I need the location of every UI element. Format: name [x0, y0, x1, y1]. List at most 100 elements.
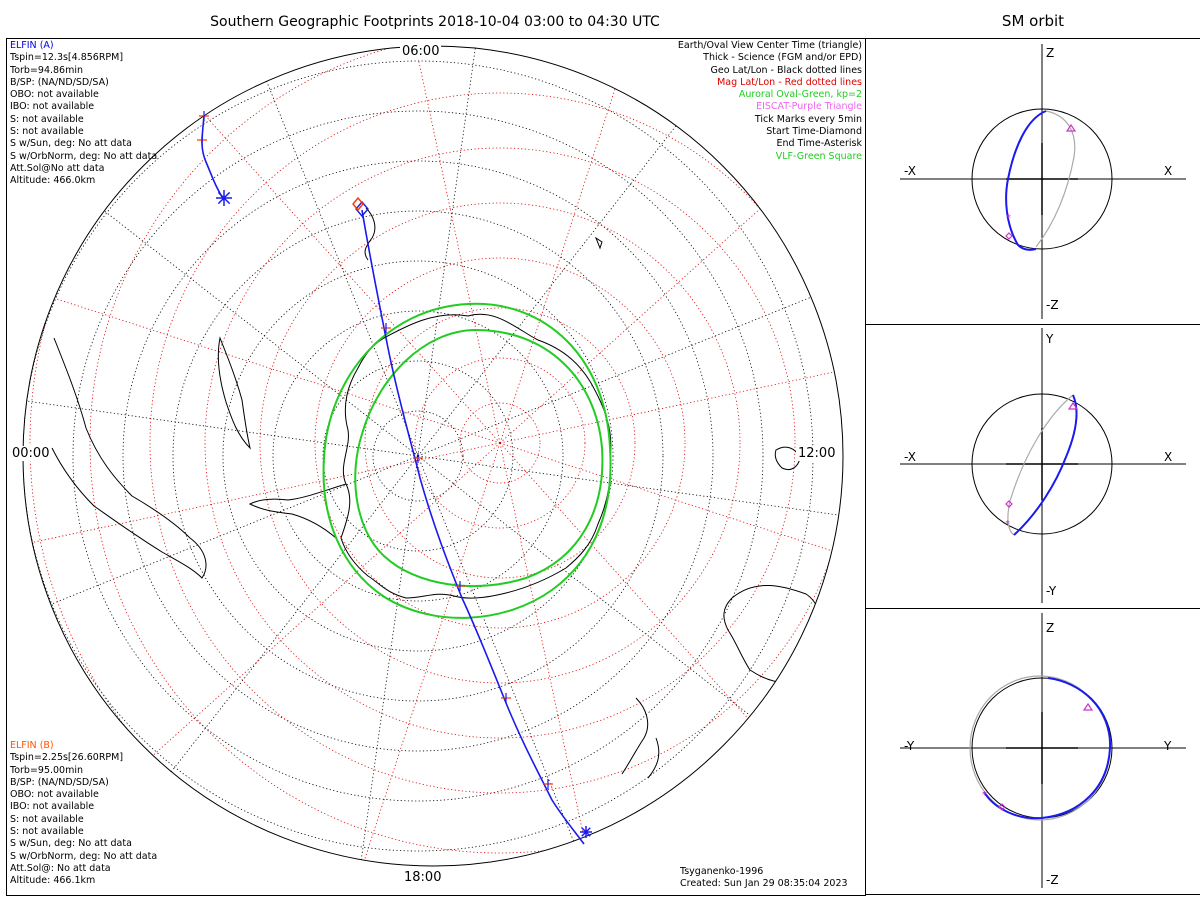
spacecraft-a-line: S w/Sun, deg: No att data [10, 138, 132, 150]
coastline-antarctica [340, 313, 612, 599]
legend-entry: VLF-Green Square [775, 150, 862, 162]
mag-longitude-line [499, 442, 843, 598]
spacecraft-b-line: S w/OrbNorm, deg: No att data [10, 850, 158, 862]
clock-label-left: 00:00 [10, 446, 52, 461]
orbit-xy-bottom: -Y [1046, 584, 1057, 598]
mag-longitude-line [395, 46, 501, 444]
mag-longitude-line [345, 442, 501, 866]
orbit-xy-right: X [1164, 450, 1172, 464]
coastline-new-zealand-2 [647, 737, 660, 779]
mag-longitude-line [24, 288, 501, 444]
geo-longitude-line [417, 455, 758, 722]
spacecraft-b-line: IBO: not available [10, 801, 95, 813]
geo-latitude-circle [222, 260, 614, 652]
coastline-island-2 [660, 835, 672, 847]
mag-longitude-line [499, 46, 655, 444]
mag-longitude-line [165, 71, 501, 444]
coastline-peninsula [248, 483, 347, 539]
svg-text:*: * [1006, 213, 1011, 224]
orbit-xz-right: X [1164, 164, 1172, 178]
spacecraft-a-line: OBO: not available [10, 89, 99, 101]
spacecraft-b-line: Tspin=2.25s[26.60RPM] [10, 752, 124, 764]
geo-longitude-line [152, 455, 419, 796]
clock-label-bottom: 18:00 [402, 870, 444, 885]
geo-latitude-circle [172, 210, 664, 702]
spacecraft-b-line: S w/Sun, deg: No att data [10, 838, 132, 850]
spacecraft-a-line: B/SP: (NA/ND/SD/SA) [10, 76, 109, 88]
orbit-b-xz [1035, 110, 1076, 248]
spacecraft-a-line: Altitude: 466.0km [10, 175, 96, 187]
spacecraft-a-line: S: not available [10, 113, 84, 125]
end-asterisk-a [217, 191, 231, 205]
coastline-australia [723, 585, 822, 683]
orbit-xz-top: Z [1046, 46, 1054, 60]
coastline-tasmania [774, 446, 801, 471]
spacecraft-a-line: Tspin=12.3s[4.856RPM] [10, 52, 124, 64]
coastline-island-1 [594, 236, 603, 250]
geo-latitude-circle [322, 360, 514, 552]
orbit-a-xz [1005, 110, 1047, 251]
geo-longitude-line [23, 395, 419, 457]
geo-longitude-line [256, 57, 419, 457]
mag-longitude-line [499, 108, 843, 444]
side-title: SM orbit [1001, 12, 1065, 30]
coastline-africa [364, 207, 376, 261]
legend-entry: EISCAT-Purple Triangle [756, 101, 862, 113]
geo-longitude-line [357, 455, 419, 866]
orbit-yz-top: Z [1046, 621, 1054, 635]
orbit-xz-bottom: -Z [1046, 298, 1059, 312]
legend-entry: End Time-Asterisk [776, 138, 862, 150]
geo-latitude-circle [72, 110, 764, 802]
legend-entry: Mag Lat/Lon - Red dotted lines [717, 76, 862, 88]
spacecraft-b-lines: Tspin=2.25s[26.60RPM] Torb=95.00min B/SP: … [10, 752, 157, 887]
mag-longitude-line [499, 442, 835, 815]
spacecraft-b-name: ELFIN (B) [10, 740, 54, 751]
orbit-yz-bottom: -Z [1046, 873, 1059, 887]
orbit-panel-xz: * Z -Z -X X [865, 38, 1200, 325]
legend-entry: Auroral Oval-Green, kp=2 [738, 89, 862, 101]
spacecraft-b-line: OBO: not available [10, 789, 99, 801]
spacecraft-b-line: Att.Sol@: No att data [10, 862, 111, 874]
track-a-segment-1 [201, 115, 225, 201]
created-label: Created: Sun Jan 29 08:35:04 2023 [680, 878, 848, 889]
spacecraft-a-line: S: not available [10, 126, 84, 138]
coastlines [51, 207, 822, 847]
main-title: Southern Geographic Footprints 2018-10-0… [210, 14, 660, 30]
mag-latitude-circle [149, 92, 843, 794]
spacecraft-b-line: S: not available [10, 813, 84, 825]
spacecraft-a-line: S w/OrbNorm, deg: No att data [10, 150, 158, 162]
geo-longitude-line [417, 294, 817, 457]
svg-text:*: * [982, 790, 987, 801]
mag-latitude-circle [204, 147, 796, 739]
orbit-b-xy [1007, 394, 1074, 536]
start-diamond-b [352, 196, 364, 212]
legend-entry: Thick - Science (FGM and/or EPD) [703, 52, 862, 64]
spacecraft-a-info: ELFIN (A) Tspin=12.3s[4.856RPM] Torb=94.8… [10, 40, 157, 188]
orbit-xy-top: Y [1045, 332, 1054, 346]
geo-longitude-line [417, 116, 684, 457]
mag-latitude-circle [414, 357, 586, 529]
map-legend: Earth/Oval View Center Time (triangle) Th… [678, 40, 862, 163]
geo-latitude-circle [122, 160, 714, 752]
orbit-xz-left: -X [904, 164, 916, 178]
legend-entry: Earth/Oval View Center Time (triangle) [677, 40, 862, 51]
svg-text:*: * [1005, 519, 1010, 530]
spacecraft-a-line: Att.Sol@No att data [10, 162, 105, 174]
orbit-yz-right: Y [1163, 739, 1172, 753]
legend-entry: Start Time-Diamond [766, 126, 862, 138]
mag-latitude-circle [364, 307, 636, 579]
footprint-tracks [197, 111, 592, 845]
mag-longitude-line [499, 338, 843, 444]
spacecraft-b-line: Torb=95.00min [10, 764, 84, 776]
model-label: Tsyganenko-1996 [680, 866, 764, 877]
spacecraft-b-line: S: not available [10, 826, 84, 838]
mag-longitude-line [128, 442, 501, 778]
end-asterisk-a-2 [581, 827, 591, 837]
clock-label-top: 06:00 [400, 44, 442, 59]
orbit-panel-yz: * Z -Z -Y Y [865, 608, 1200, 895]
legend-entry: Geo Lat/Lon - Black dotted lines [710, 64, 862, 76]
mag-latitude-circle [314, 257, 686, 629]
clock-label-right: 12:00 [796, 446, 838, 461]
geo-longitude-line [23, 455, 419, 618]
mag-latitude-circle [459, 402, 541, 484]
